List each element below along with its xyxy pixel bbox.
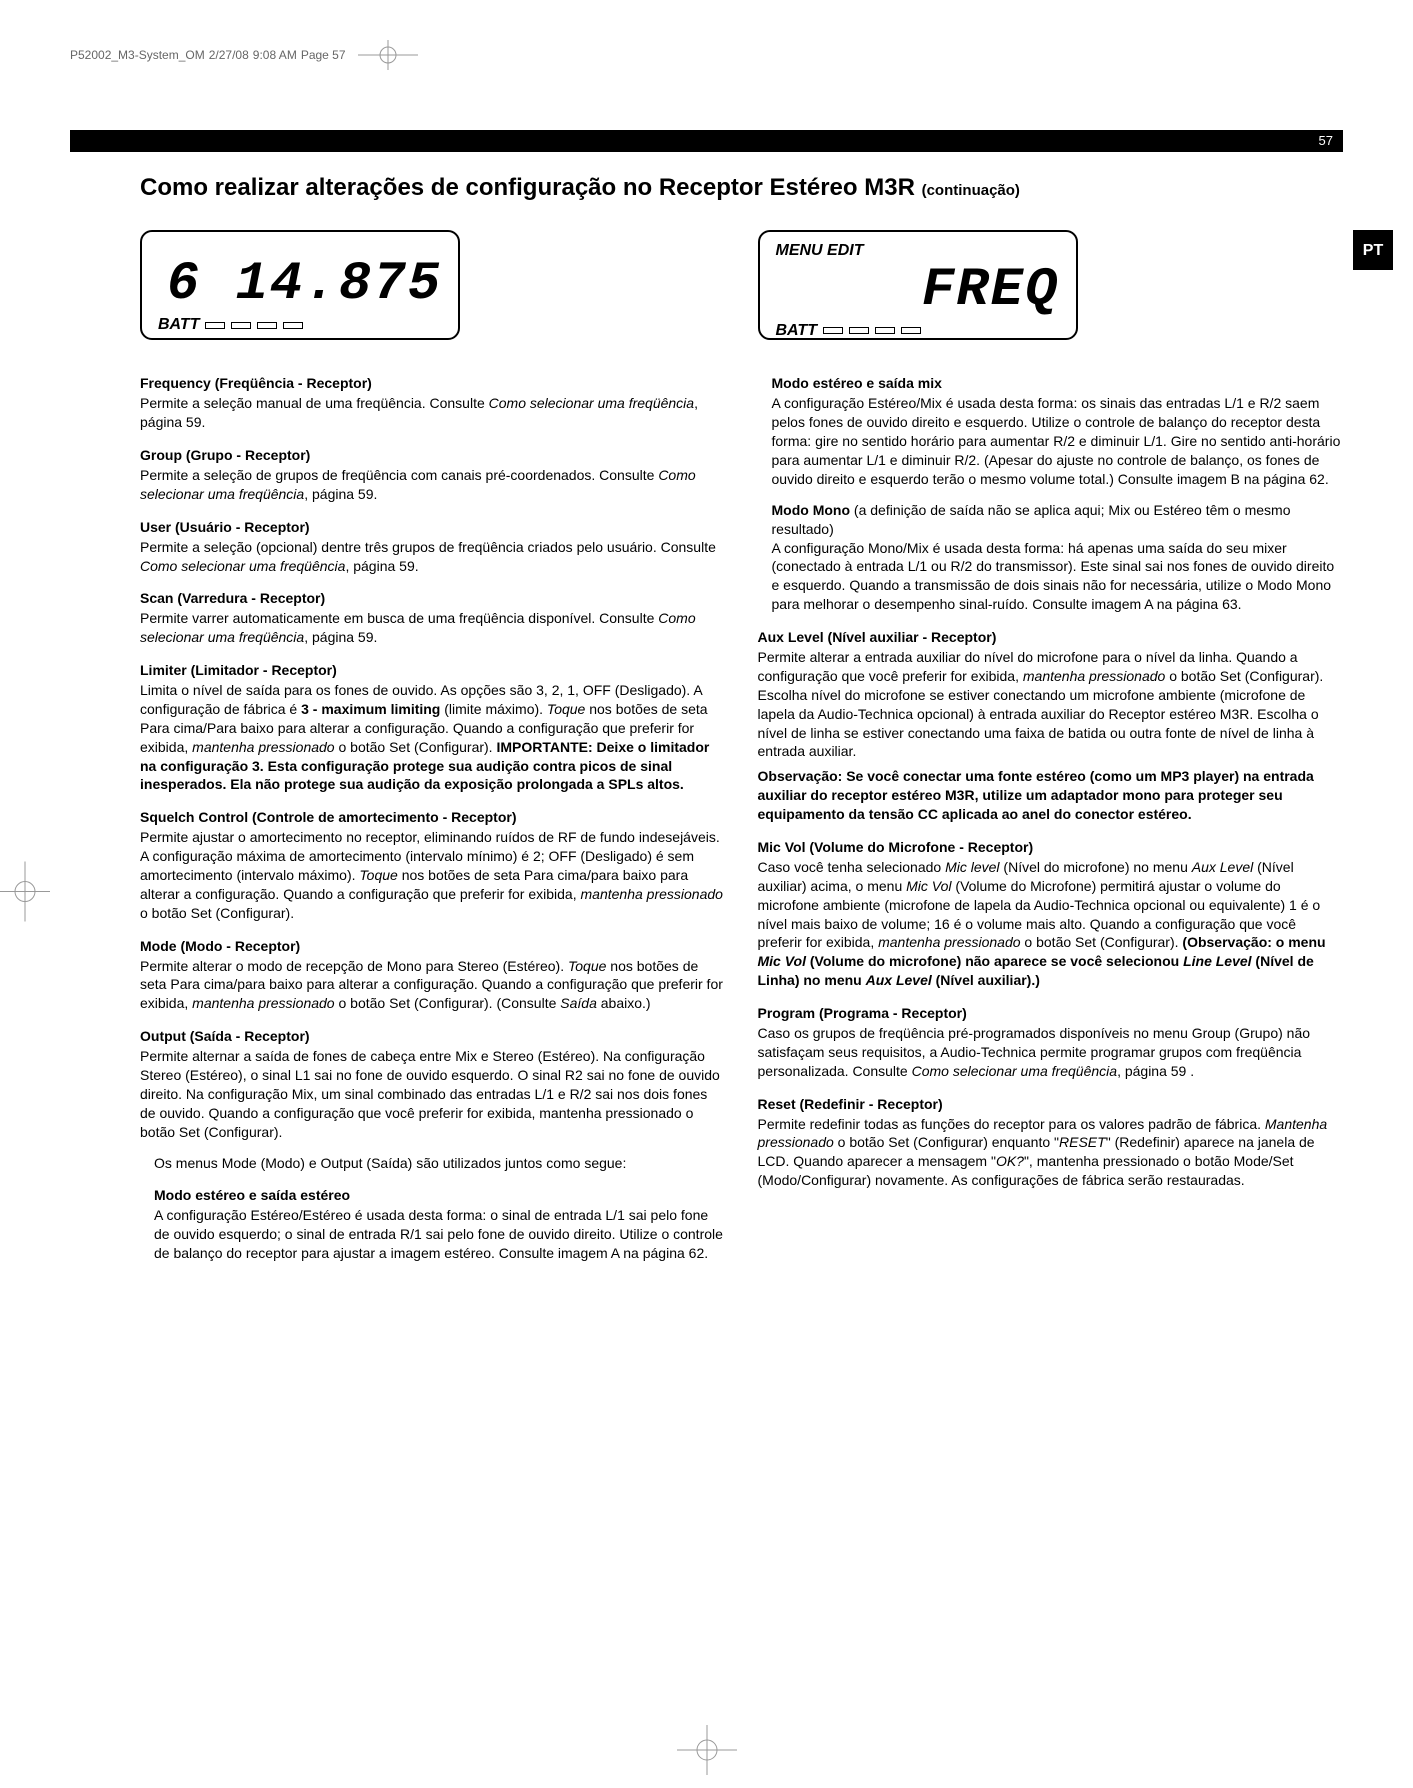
section-body: Permite varrer automaticamente em busca … — [140, 609, 726, 647]
section: Frequency (Freqüência - Receptor)Permite… — [140, 374, 726, 432]
batt-segment — [901, 327, 921, 334]
section-body: Permite a seleção manual de uma freqüênc… — [140, 394, 726, 432]
section-heading: Output (Saída - Receptor) — [140, 1027, 726, 1046]
section-body: Permite alterar a entrada auxiliar do ní… — [758, 648, 1344, 761]
section: Modo estéreo e saída estéreoA configuraç… — [140, 1186, 726, 1263]
section-heading: Scan (Varredura - Receptor) — [140, 589, 726, 608]
section: Scan (Varredura - Receptor)Permite varre… — [140, 589, 726, 647]
batt-segment — [257, 322, 277, 329]
header-filename: P52002_M3-System_OM — [70, 47, 205, 63]
section-body: Caso os grupos de freqüência pré-program… — [758, 1024, 1344, 1081]
section-heading: Modo estéreo e saída mix — [772, 374, 1344, 393]
section: Aux Level (Nível auxiliar - Receptor)Per… — [758, 628, 1344, 824]
header-time: 9:08 AM — [253, 47, 297, 63]
section-heading: Frequency (Freqüência - Receptor) — [140, 374, 726, 393]
lcd-display-frequency: 6 14.875 BATT — [140, 230, 460, 340]
section: Mode (Modo - Receptor)Permite alterar o … — [140, 937, 726, 1014]
batt-segment — [823, 327, 843, 334]
header-date: 2/27/08 — [209, 47, 249, 63]
batt-segment — [849, 327, 869, 334]
section: Reset (Redefinir - Receptor)Permite rede… — [758, 1095, 1344, 1190]
title-text: Como realizar alterações de configuração… — [140, 174, 915, 201]
section: Squelch Control (Controle de amortecimen… — [140, 808, 726, 922]
section-heading: Mode (Modo - Receptor) — [140, 937, 726, 956]
section: Output (Saída - Receptor)Permite alterna… — [140, 1027, 726, 1172]
section-body: A configuração Estéreo/Estéreo é usada d… — [154, 1206, 726, 1263]
crop-mark-left-icon — [0, 862, 50, 927]
lcd-digits: 6 14.875 — [158, 258, 442, 312]
section-body: Caso você tenha selecionado Mic level (N… — [758, 858, 1344, 990]
section-body: Limita o nível de saída para os fones de… — [140, 681, 726, 794]
page-number: 57 — [1319, 132, 1333, 150]
language-tab: PT — [1353, 230, 1393, 270]
section-body: Permite redefinir todas as funções do re… — [758, 1115, 1344, 1191]
section-heading: Reset (Redefinir - Receptor) — [758, 1095, 1344, 1114]
section-body: Permite alterar o modo de recepção de Mo… — [140, 957, 726, 1014]
batt-segment — [205, 322, 225, 329]
section-body: Permite a seleção (opcional) dentre três… — [140, 538, 726, 576]
section-body: A configuração Estéreo/Mix é usada desta… — [772, 394, 1344, 488]
page-banner: 57 — [70, 130, 1343, 152]
lcd-digits: FREQ — [776, 264, 1060, 318]
batt-label: BATT — [158, 314, 199, 336]
section-heading: Modo estéreo e saída estéreo — [154, 1186, 726, 1205]
section-observation: Observação: Se você conectar uma fonte e… — [758, 767, 1344, 824]
section: User (Usuário - Receptor)Permite a seleç… — [140, 518, 726, 576]
section: Group (Grupo - Receptor)Permite a seleçã… — [140, 446, 726, 504]
crop-mark-icon — [358, 40, 418, 70]
section-heading: Group (Grupo - Receptor) — [140, 446, 726, 465]
section-body: Permite ajustar o amortecimento no recep… — [140, 828, 726, 922]
lcd-menu-edit: MENU EDIT — [776, 240, 1060, 262]
section-heading: Mic Vol (Volume do Microfone - Receptor) — [758, 838, 1344, 857]
print-header: P52002_M3-System_OM 2/27/08 9:08 AM Page… — [70, 40, 1343, 70]
section: Mic Vol (Volume do Microfone - Receptor)… — [758, 838, 1344, 990]
section-body: Permite alternar a saída de fones de cab… — [140, 1047, 726, 1141]
black-bar: 57 — [70, 130, 1343, 152]
batt-segment — [283, 322, 303, 329]
lcd-display-menu: MENU EDIT FREQ BATT — [758, 230, 1078, 340]
left-column: 6 14.875 BATT Frequency (Freqüência - Re… — [140, 230, 754, 1277]
section-subnote: Os menus Mode (Modo) e Output (Saída) sã… — [140, 1154, 726, 1173]
section-heading: Squelch Control (Controle de amortecimen… — [140, 808, 726, 827]
section-heading: Program (Programa - Receptor) — [758, 1004, 1344, 1023]
section-subnote: Modo Mono (a definição de saída não se a… — [772, 501, 1344, 614]
section-body: Permite a seleção de grupos de freqüênci… — [140, 466, 726, 504]
crop-mark-bottom-icon — [677, 1725, 737, 1780]
batt-label: BATT — [776, 320, 817, 342]
section-heading: User (Usuário - Receptor) — [140, 518, 726, 537]
batt-segment — [875, 327, 895, 334]
right-column: MENU EDIT FREQ BATT Modo estéreo e saída… — [754, 230, 1344, 1277]
batt-segment — [231, 322, 251, 329]
page-title: Como realizar alterações de configuração… — [70, 172, 1343, 204]
section-heading: Limiter (Limitador - Receptor) — [140, 661, 726, 680]
section-heading: Aux Level (Nível auxiliar - Receptor) — [758, 628, 1344, 647]
section: Limiter (Limitador - Receptor)Limita o n… — [140, 661, 726, 794]
header-pagelabel: Page 57 — [301, 47, 346, 63]
section: Modo estéreo e saída mixA configuração E… — [758, 374, 1344, 614]
section: Program (Programa - Receptor)Caso os gru… — [758, 1004, 1344, 1081]
title-continuation: (continuação) — [922, 182, 1020, 199]
